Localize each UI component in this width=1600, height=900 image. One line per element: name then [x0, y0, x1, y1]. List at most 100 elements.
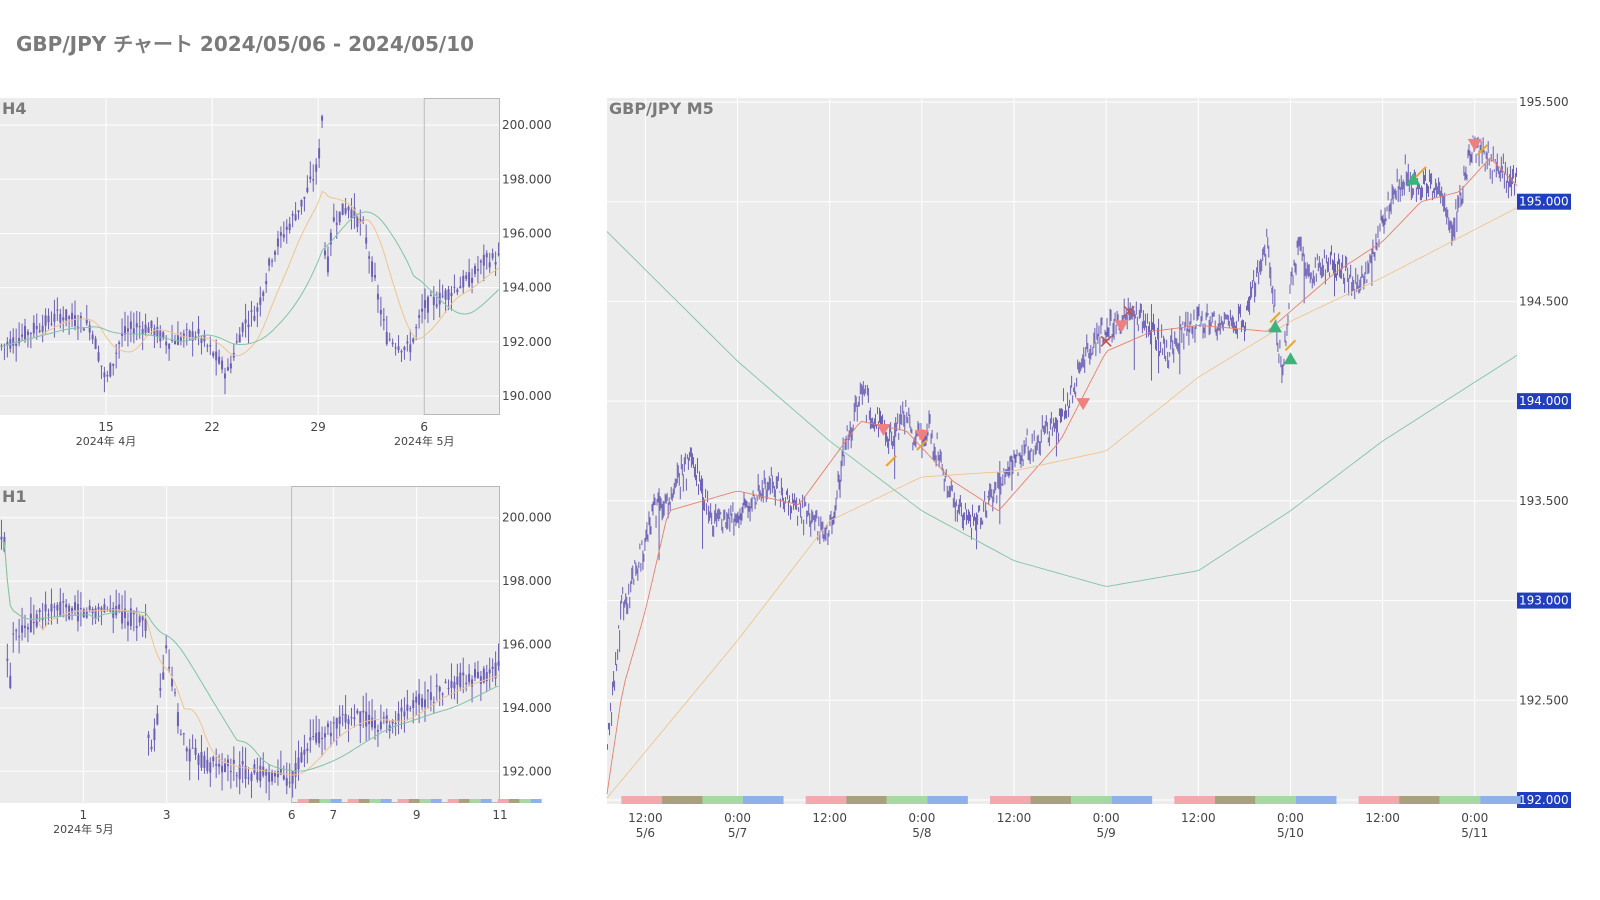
h1-candle-body — [159, 688, 162, 691]
h1-session-bar — [408, 799, 420, 803]
h4-candle-body — [450, 292, 453, 297]
m5-session-bar — [990, 796, 1031, 804]
h4-candle-body — [162, 332, 165, 338]
h1-candle-body — [71, 608, 74, 613]
h4-candle-body — [300, 199, 303, 207]
h4-candle-body — [488, 262, 491, 268]
h4-candle-body — [262, 292, 265, 296]
h1-candle-body — [300, 752, 303, 763]
m5-session-bar — [927, 796, 968, 804]
h4-candle-body — [132, 328, 135, 335]
h1-candle-body — [174, 692, 176, 694]
h4-candle-body — [312, 179, 315, 181]
h1-candle-body — [479, 676, 482, 684]
h1-session-bar — [530, 799, 542, 803]
h4-candle-body — [409, 344, 412, 353]
h1-candle-body — [468, 673, 471, 683]
m5-price-label-box — [1517, 592, 1571, 609]
h4-candle-body — [29, 333, 32, 335]
h1-session-bar — [480, 799, 492, 803]
h4-candle-body — [191, 331, 194, 341]
h1-candle-body — [259, 765, 262, 782]
h1-candle-body — [403, 711, 406, 717]
h1-candle-body — [138, 616, 141, 623]
m5-x-date-label: 5/8 — [912, 826, 931, 840]
h4-candle-body — [32, 322, 35, 334]
h1-candle-body — [29, 613, 32, 633]
h4-candle-body — [244, 319, 247, 324]
h1-candle-body — [453, 682, 456, 689]
h4-candle-body — [59, 314, 62, 323]
h1-candle-body — [94, 608, 97, 618]
h1-candle-body — [326, 723, 329, 728]
h4-candle-body — [218, 356, 221, 364]
h4-candle-body — [144, 324, 147, 333]
h4-candle-body — [235, 341, 238, 343]
h4-candle-body — [332, 217, 335, 222]
h4-highlight-box — [423, 98, 501, 415]
h4-candle-body — [238, 334, 241, 343]
h4-candle-body — [282, 234, 285, 238]
h1-y-tick-label: 192.000 — [502, 764, 552, 778]
h1-candle-body — [268, 771, 271, 782]
h4-candle-body — [185, 329, 188, 331]
h4-candle-body — [288, 223, 291, 230]
h4-candle-body — [306, 187, 309, 193]
h4-candle-body — [379, 309, 382, 315]
m5-x-date-label: 5/9 — [1096, 826, 1115, 840]
h1-candle-body — [256, 772, 259, 780]
h4-candle-body — [109, 363, 112, 377]
h1-candle-body — [182, 733, 185, 735]
m5-session-bar — [1111, 796, 1153, 804]
h1-candle-body — [153, 728, 156, 741]
h4-candle-body — [215, 351, 218, 361]
h1-candle-body — [350, 717, 353, 719]
h4-candle-body — [197, 328, 200, 334]
h4-candle-body — [44, 315, 47, 326]
h1-candle-body — [124, 608, 126, 619]
h4-candle-body — [459, 286, 462, 289]
m5-session-bar — [743, 796, 784, 804]
m5-session-bar — [1030, 796, 1072, 804]
h4-candle-body — [374, 275, 376, 278]
h1-candle-body — [365, 711, 368, 727]
m5-y-tick-label: 194.500 — [1519, 294, 1569, 308]
h1-candle-body — [38, 610, 41, 612]
h4-plot-area — [0, 98, 500, 415]
h4-candle-body — [209, 345, 212, 347]
h1-candle-body — [168, 666, 171, 669]
m5-x-date-label: 5/7 — [728, 826, 747, 840]
h4-candle-body — [418, 315, 421, 318]
h1-candle-body — [253, 764, 256, 774]
h4-candle-body — [94, 338, 97, 350]
h4-price-series — [0, 114, 500, 395]
h1-candle-body — [450, 680, 453, 688]
m5-session-bar — [1295, 796, 1337, 804]
h1-candle-body — [144, 618, 147, 631]
h1-session-bar — [369, 799, 381, 803]
h1-candle-body — [21, 625, 24, 633]
h4-x-tick-label: 15 — [98, 420, 113, 434]
h4-candle-body — [453, 286, 456, 288]
h1-x-tick-label: 3 — [163, 808, 171, 822]
m5-ma-slow — [606, 231, 1518, 587]
h1-candle-body — [324, 733, 326, 738]
m5-ma-mid — [606, 207, 1518, 799]
h4-candle-body — [276, 238, 279, 247]
h4-candle-body — [174, 341, 176, 345]
h1-candle-body — [429, 692, 432, 700]
h1-candle-body — [244, 765, 247, 779]
h1-candle-body — [456, 676, 459, 685]
h1-candle-body — [238, 765, 241, 780]
h4-candle-body — [344, 207, 347, 214]
h1-session-bar — [330, 799, 342, 803]
h1-candle-body — [288, 782, 291, 784]
m5-buy-marker — [1283, 352, 1298, 365]
h1-candle-body — [132, 612, 135, 615]
m5-sell-marker — [876, 424, 891, 437]
h4-candle-body — [182, 333, 185, 338]
h1-ma-mid — [1, 540, 499, 776]
h4-ma-mid — [1, 190, 499, 357]
h1-candle-body — [24, 625, 26, 628]
h1-candle-body — [197, 755, 200, 765]
